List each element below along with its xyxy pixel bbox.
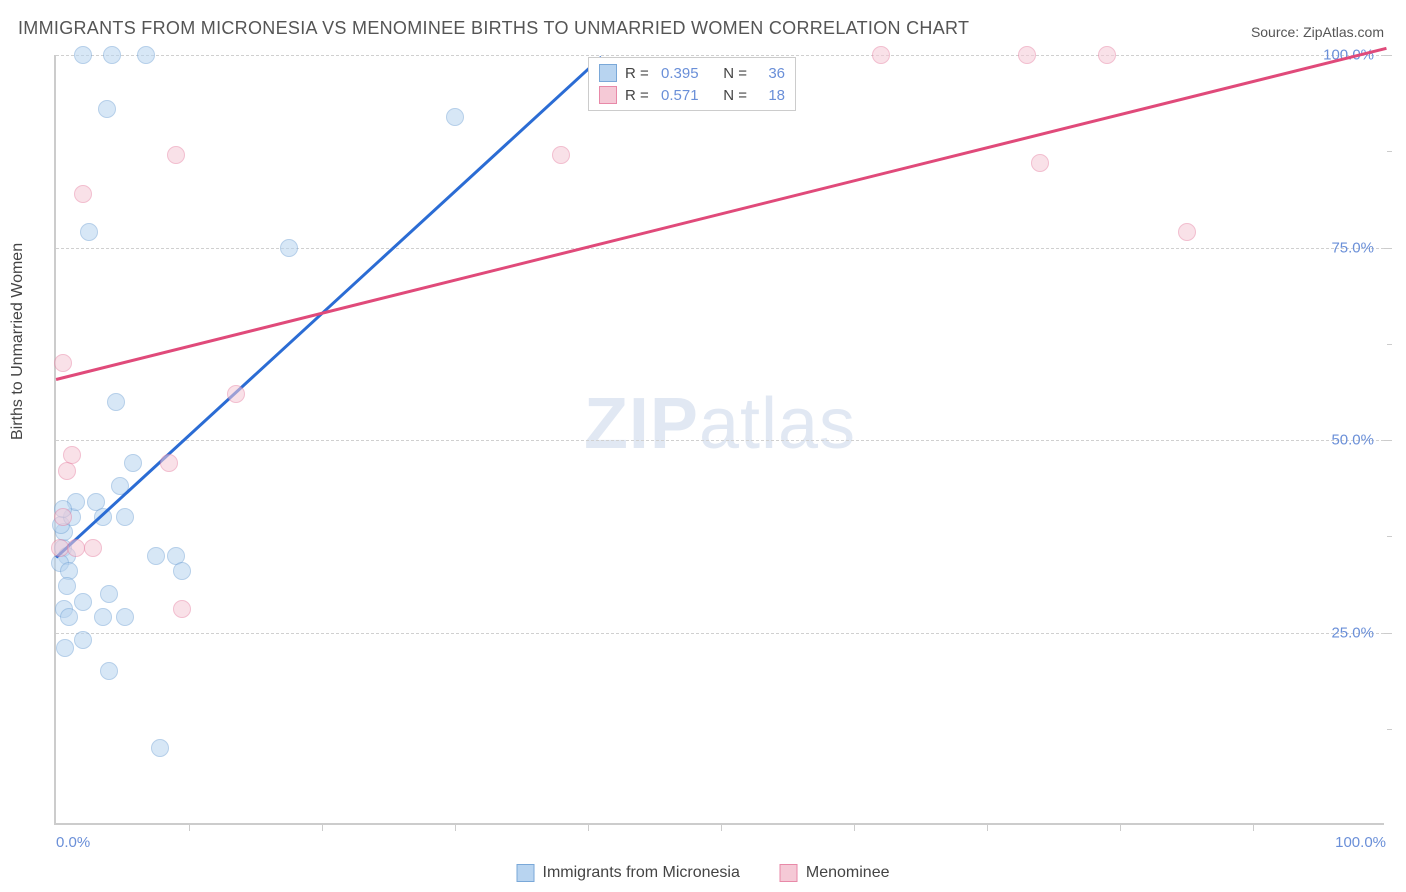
x-tick-label: 0.0% [56, 834, 90, 851]
n-label: N = [719, 87, 747, 104]
data-point-menominee [160, 454, 178, 472]
data-point-micronesia [74, 631, 92, 649]
y-tickmark [1384, 633, 1392, 634]
x-tickmark-minor [588, 823, 589, 831]
data-point-micronesia [80, 223, 98, 241]
data-point-menominee [552, 146, 570, 164]
data-point-micronesia [147, 547, 165, 565]
watermark: ZIPatlas [584, 383, 856, 465]
legend-bottom: Immigrants from Micronesia Menominee [517, 864, 890, 882]
data-point-micronesia [116, 608, 134, 626]
watermark-bold: ZIP [584, 384, 699, 464]
source-attribution: Source: ZipAtlas.com [1251, 24, 1384, 40]
r-label: R = [625, 87, 653, 104]
y-tick-label: 75.0% [1331, 239, 1374, 256]
x-tick-label: 100.0% [1335, 834, 1386, 851]
data-point-menominee [67, 539, 85, 557]
correlation-legend: R = 0.395 N = 36 R = 0.571 N = 18 [588, 57, 796, 111]
swatch-menominee [780, 864, 798, 882]
r-label: R = [625, 65, 653, 82]
data-point-micronesia [74, 46, 92, 64]
data-point-micronesia [137, 46, 155, 64]
r-value: 0.395 [661, 65, 711, 82]
data-point-menominee [63, 446, 81, 464]
x-tickmark-minor [721, 823, 722, 831]
data-point-micronesia [98, 100, 116, 118]
n-value: 36 [755, 65, 785, 82]
trend-line-micronesia [55, 55, 602, 557]
data-point-micronesia [74, 593, 92, 611]
source-link[interactable]: ZipAtlas.com [1303, 24, 1384, 40]
gridline-horizontal [56, 440, 1384, 441]
y-axis-label: Births to Unmarried Women [9, 243, 27, 440]
legend-label-menominee: Menominee [806, 864, 890, 882]
data-point-menominee [84, 539, 102, 557]
data-point-menominee [54, 354, 72, 372]
legend-label-micronesia: Immigrants from Micronesia [543, 864, 740, 882]
y-tickmark [1384, 440, 1392, 441]
data-point-menominee [58, 462, 76, 480]
y-tick-label: 50.0% [1331, 432, 1374, 449]
swatch-icon [599, 64, 617, 82]
plot-area: ZIPatlas 25.0%50.0%75.0%100.0%0.0%100.0%… [54, 55, 1384, 825]
y-tickmark-minor [1387, 536, 1392, 537]
chart-container: IMMIGRANTS FROM MICRONESIA VS MENOMINEE … [0, 0, 1406, 892]
y-tickmark-minor [1387, 151, 1392, 152]
x-tickmark-minor [189, 823, 190, 831]
data-point-micronesia [60, 608, 78, 626]
y-tickmark [1384, 55, 1392, 56]
r-value: 0.571 [661, 87, 711, 104]
n-value: 18 [755, 87, 785, 104]
data-point-menominee [1031, 154, 1049, 172]
gridline-horizontal [56, 55, 1384, 56]
legend-item-menominee: Menominee [780, 864, 890, 882]
x-tickmark-minor [1120, 823, 1121, 831]
source-label: Source: [1251, 24, 1303, 40]
correlation-row-micronesia: R = 0.395 N = 36 [589, 62, 795, 84]
data-point-menominee [74, 185, 92, 203]
swatch-micronesia [517, 864, 535, 882]
x-tickmark-minor [1253, 823, 1254, 831]
y-tickmark-minor [1387, 729, 1392, 730]
data-point-micronesia [116, 508, 134, 526]
data-point-menominee [54, 508, 72, 526]
gridline-horizontal [56, 248, 1384, 249]
data-point-micronesia [280, 239, 298, 257]
x-tickmark-minor [322, 823, 323, 831]
data-point-micronesia [107, 393, 125, 411]
data-point-micronesia [151, 739, 169, 757]
swatch-icon [599, 86, 617, 104]
gridline-horizontal [56, 633, 1384, 634]
y-tickmark-minor [1387, 344, 1392, 345]
data-point-menominee [872, 46, 890, 64]
y-tick-label: 25.0% [1331, 624, 1374, 641]
x-tickmark-minor [455, 823, 456, 831]
data-point-micronesia [173, 562, 191, 580]
x-tickmark-minor [854, 823, 855, 831]
data-point-micronesia [103, 46, 121, 64]
watermark-rest: atlas [699, 384, 856, 464]
data-point-micronesia [56, 639, 74, 657]
data-point-micronesia [124, 454, 142, 472]
data-point-menominee [227, 385, 245, 403]
correlation-row-menominee: R = 0.571 N = 18 [589, 84, 795, 106]
data-point-menominee [167, 146, 185, 164]
y-tickmark [1384, 248, 1392, 249]
x-tickmark-minor [987, 823, 988, 831]
data-point-menominee [173, 600, 191, 618]
legend-item-micronesia: Immigrants from Micronesia [517, 864, 740, 882]
data-point-menominee [1178, 223, 1196, 241]
data-point-menominee [1098, 46, 1116, 64]
n-label: N = [719, 65, 747, 82]
data-point-micronesia [58, 577, 76, 595]
data-point-micronesia [94, 608, 112, 626]
data-point-micronesia [100, 585, 118, 603]
data-point-micronesia [446, 108, 464, 126]
data-point-menominee [1018, 46, 1036, 64]
data-point-micronesia [100, 662, 118, 680]
chart-title: IMMIGRANTS FROM MICRONESIA VS MENOMINEE … [18, 18, 969, 39]
